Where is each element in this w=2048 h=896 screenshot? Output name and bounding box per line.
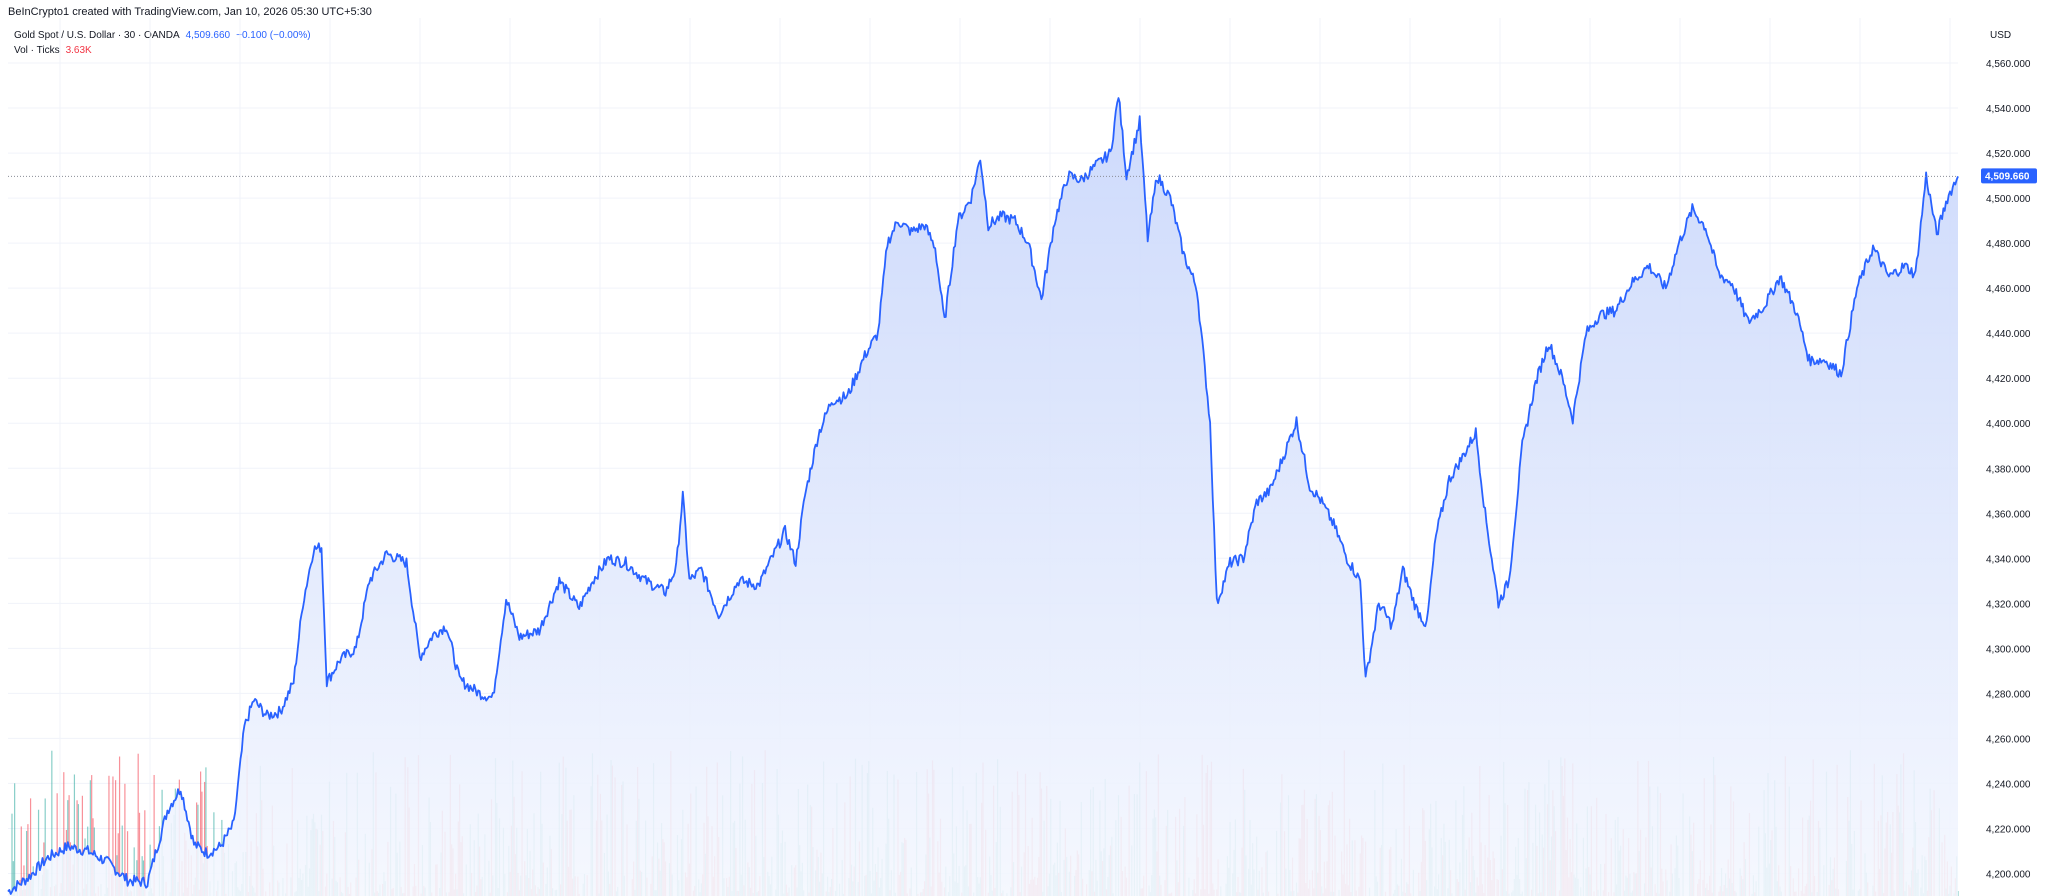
price-axis-tick-label: 4,280.000 [1986,689,2031,700]
volume-bar [126,831,129,896]
volume-bar [121,825,123,896]
volume-bar [14,783,16,896]
volume-bar [63,772,65,896]
price-axis-tick-label: 4,420.000 [1986,374,2031,385]
volume-bar [27,824,29,896]
volume-bar [76,800,78,896]
volume-legend-row: Vol · Ticks 3.63K [14,43,311,58]
volume-bar [20,826,22,896]
volume-bar [205,767,207,896]
symbol-name[interactable]: Gold Spot / U.S. Dollar · 30 · OANDA [14,30,180,41]
volume-value: 3.63K [65,45,92,56]
price-axis-tick-label: 4,400.000 [1986,419,2031,430]
volume-bar [201,791,203,896]
volume-bar [44,798,46,896]
volume-bar [12,861,14,896]
volume-bar [25,830,28,896]
last-price-tag-label: 4,509.660 [1985,171,2030,182]
volume-bar [124,783,126,896]
volume-bar [141,856,143,896]
volume-bar [118,756,121,896]
volume-bar [133,847,135,896]
price-axis-tick-label: 4,320.000 [1986,599,2031,610]
price-axis-tick-label: 4,500.000 [1986,194,2031,205]
volume-bar [56,793,58,896]
volume-bar [77,804,80,896]
volume-bar [137,753,139,896]
volume-indicator-label[interactable]: Vol · Ticks [14,45,60,56]
volume-bar [112,776,114,896]
price-axis-tick-label: 4,360.000 [1986,509,2031,520]
price-axis-tick-label: 4,540.000 [1986,104,2031,115]
price-axis-tick-label: 4,220.000 [1986,824,2031,835]
currency-label[interactable]: USD [1990,30,2012,41]
volume-bar [117,833,119,896]
volume-bar [153,774,155,896]
price-line [7,97,1959,895]
price-axis-tick-label: 4,460.000 [1986,284,2031,295]
volume-bar [203,781,206,896]
price-axis-tick-label: 4,380.000 [1986,464,2031,475]
price-axis-tick-label: 4,260.000 [1986,734,2031,745]
volume-bar [81,795,83,896]
symbol-legend-row: Gold Spot / U.S. Dollar · 30 · OANDA 4,5… [14,28,311,43]
chart-legend: Gold Spot / U.S. Dollar · 30 · OANDA 4,5… [14,28,311,58]
price-axis-tick-label: 4,520.000 [1986,149,2031,160]
price-axis-tick-label: 4,240.000 [1986,779,2031,790]
chart-attribution: BeInCrypto1 created with TradingView.com… [8,6,372,18]
volume-bar [138,812,141,896]
volume-bar [91,775,93,896]
volume-bar [51,750,53,896]
volume-bar [108,775,110,896]
volume-bar [73,774,76,896]
price-area-fill [8,98,1958,896]
volume-bar [144,810,146,896]
volume-bar [37,809,40,896]
volume-bar [89,780,91,896]
volume-bar [200,771,202,896]
price-area [8,98,1958,896]
last-price-value: 4,509.660 [185,30,231,41]
price-axis-tick-label: 4,440.000 [1986,329,2031,340]
price-axis[interactable]: 4,200.000 4,220.000 4,240.000 4,260.000 4,28… [1981,59,2037,880]
price-axis-tick-label: 4,340.000 [1986,554,2031,565]
volume-bar [29,798,32,896]
price-change-value: −0.100 (−0.00%) [236,30,311,41]
price-axis-tick-label: 4,300.000 [1986,644,2031,655]
price-axis-tick-label: 4,560.000 [1986,59,2031,70]
volume-bar [114,780,117,896]
price-line-path [7,97,1959,895]
last-price-tag [1981,168,2037,184]
volume-bar [11,813,13,896]
price-axis-tick-label: 4,200.000 [1986,869,2031,880]
price-axis-tick-label: 4,480.000 [1986,239,2031,250]
